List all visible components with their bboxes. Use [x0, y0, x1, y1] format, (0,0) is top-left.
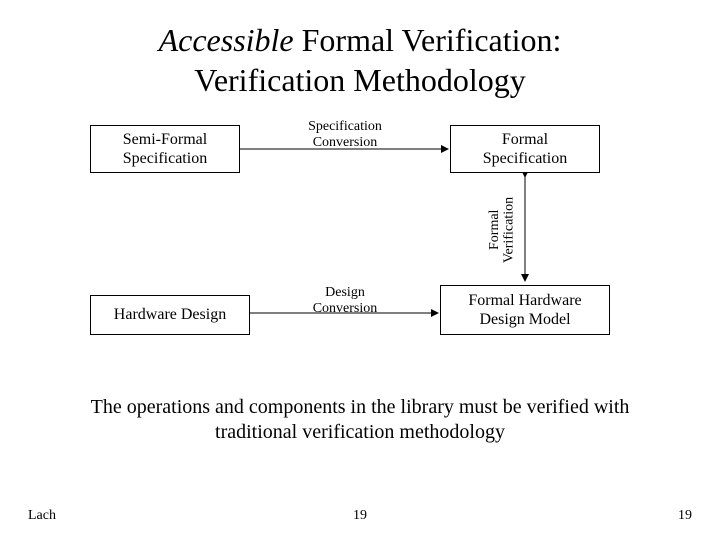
- title-line1-rest: Formal Verification:: [294, 22, 562, 58]
- label-spec-conversion: Specification Conversion: [290, 119, 400, 151]
- label-formal-verification: Formal Verification: [488, 183, 517, 277]
- slide: Accessible Formal Verification: Verifica…: [0, 0, 720, 540]
- node-label: Formal Specification: [483, 130, 567, 168]
- flow-diagram: Semi-Formal Specification Formal Specifi…: [90, 125, 630, 365]
- node-label: Formal Hardware Design Model: [468, 291, 581, 329]
- label-design-conversion: Design Conversion: [295, 285, 395, 317]
- node-label: Hardware Design: [114, 305, 226, 324]
- slide-title: Accessible Formal Verification: Verifica…: [0, 20, 720, 100]
- node-hardware-design: Hardware Design: [90, 295, 250, 335]
- node-label: Semi-Formal Specification: [123, 130, 207, 168]
- title-line2: Verification Methodology: [194, 62, 525, 98]
- footer-right: 19: [678, 508, 692, 524]
- node-semi-formal-spec: Semi-Formal Specification: [90, 125, 240, 173]
- title-italic-word: Accessible: [159, 22, 294, 58]
- node-formal-hw-model: Formal Hardware Design Model: [440, 285, 610, 335]
- footer-center: 19: [0, 508, 720, 524]
- node-formal-spec: Formal Specification: [450, 125, 600, 173]
- caption-text: The operations and components in the lib…: [80, 395, 640, 445]
